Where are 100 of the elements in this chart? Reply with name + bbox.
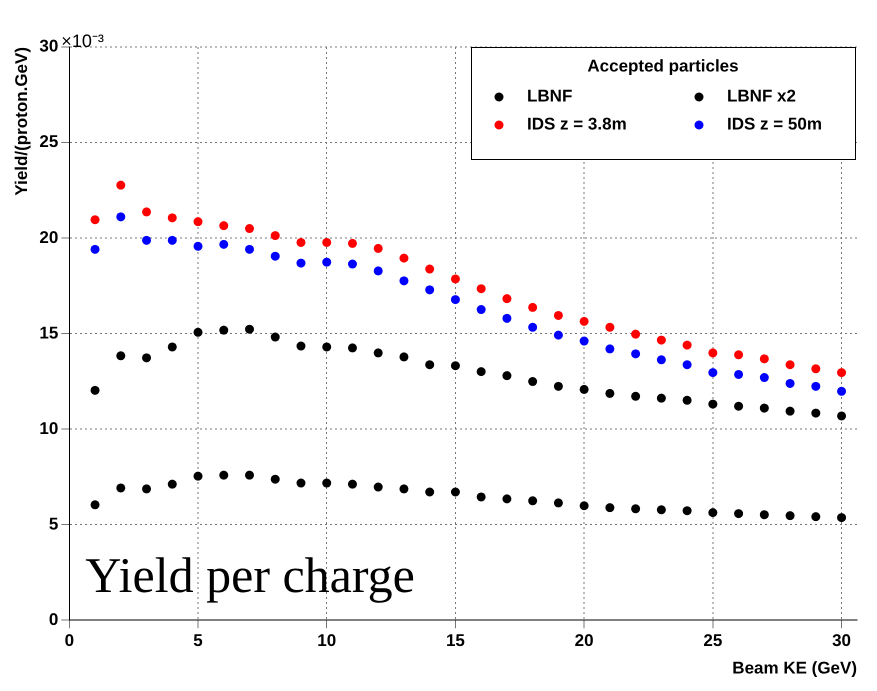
point (837, 513, 846, 522)
point (554, 310, 563, 320)
point (708, 368, 718, 378)
legend-label: LBNF (527, 86, 572, 106)
point (502, 314, 512, 323)
point (811, 408, 820, 418)
point (142, 484, 152, 494)
legend-title: Accepted particles (587, 56, 739, 76)
point (322, 342, 332, 352)
point (682, 396, 692, 405)
point (90, 244, 100, 254)
point (554, 330, 563, 340)
point (580, 501, 589, 510)
point (219, 326, 228, 335)
point (425, 360, 434, 370)
point (322, 478, 332, 488)
point (811, 512, 820, 522)
point (116, 180, 126, 190)
point (734, 370, 744, 379)
point (245, 470, 254, 480)
point (631, 504, 640, 514)
point (450, 361, 460, 370)
point (760, 510, 769, 520)
point (528, 377, 538, 386)
point (399, 484, 408, 494)
point (245, 324, 254, 334)
point (374, 244, 383, 253)
point (142, 353, 152, 362)
point (476, 492, 486, 502)
point (168, 480, 177, 489)
y-tick-label: 25 (39, 132, 58, 152)
point (270, 231, 280, 240)
point (399, 276, 408, 286)
x-axis-title: Beam KE (GeV) (732, 658, 857, 678)
y-tick-label: 5 (48, 514, 58, 534)
annotation: Yield per charge (85, 547, 415, 604)
y-tick-label: 20 (39, 228, 58, 247)
point (476, 284, 486, 294)
point (348, 260, 357, 269)
point (270, 332, 280, 342)
point (580, 316, 589, 326)
point (450, 487, 460, 496)
point (348, 343, 357, 352)
x-tick-label: 10 (317, 631, 336, 650)
point (142, 236, 152, 245)
point (734, 402, 744, 411)
point (322, 238, 332, 247)
y-tick-label: 30 (39, 36, 58, 56)
legend-label: LBNF x2 (727, 86, 796, 106)
x-tick-label: 15 (446, 631, 465, 650)
point (528, 496, 538, 506)
point (631, 349, 640, 358)
point (476, 367, 486, 376)
point (116, 351, 126, 360)
point (270, 474, 280, 484)
point (605, 503, 614, 512)
point (219, 221, 228, 230)
point (374, 482, 383, 492)
point (219, 240, 228, 249)
point (142, 207, 152, 216)
point (245, 244, 254, 254)
point (194, 217, 203, 226)
x-tick-label: 0 (64, 631, 74, 650)
point (450, 274, 460, 284)
point (270, 252, 280, 261)
point (734, 509, 744, 518)
point (168, 342, 177, 352)
point (656, 505, 666, 514)
point (656, 355, 666, 364)
point (708, 348, 718, 358)
point (605, 344, 614, 354)
point (656, 336, 666, 345)
point (322, 258, 332, 267)
point (168, 236, 177, 245)
point (554, 382, 563, 391)
point (811, 382, 820, 391)
point (90, 500, 100, 510)
point (682, 506, 692, 516)
point (296, 258, 306, 268)
x-tick-label: 30 (832, 631, 852, 650)
point (682, 340, 692, 350)
y-tick-label: 10 (39, 418, 58, 438)
legend-label: IDS z = 3.8m (527, 114, 627, 134)
point (425, 264, 434, 274)
x-tick-label: 20 (574, 631, 594, 650)
point (90, 215, 100, 224)
point (786, 378, 795, 388)
point (605, 322, 614, 332)
point (708, 400, 718, 409)
point (348, 238, 357, 248)
point (399, 254, 408, 263)
y-tick-label: 0 (48, 610, 58, 629)
point (374, 348, 383, 358)
point (476, 305, 486, 314)
point (580, 336, 589, 346)
point (760, 354, 769, 364)
point (760, 404, 769, 413)
point (837, 411, 846, 420)
point (194, 242, 203, 251)
point (631, 330, 640, 339)
